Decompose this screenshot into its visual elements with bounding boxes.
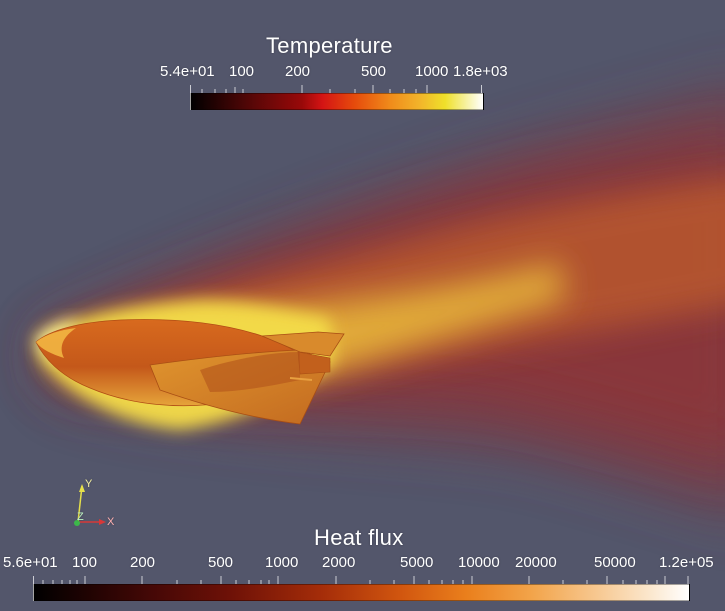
temperature-tick-label: 1.8e+03 <box>453 63 508 80</box>
temperature-tick-label: 500 <box>361 63 387 80</box>
temperature-tick-label: 1000 <box>415 63 449 80</box>
heat-flux-tick-label: 5000 <box>400 554 434 571</box>
heat-flux-tick-label: 100 <box>72 554 98 571</box>
heat-flux-color-gradient <box>33 584 690 601</box>
temperature-color-gradient <box>190 93 484 110</box>
orientation-axes <box>74 484 106 526</box>
temperature-tick-label: 100 <box>229 63 255 80</box>
heat-flux-tick-label: 5.6e+01 <box>3 554 58 571</box>
heat-flux-tick-marks <box>33 576 689 584</box>
heat-flux-tick-label: 20000 <box>515 554 557 571</box>
heat-flux-tick-label: 10000 <box>458 554 500 571</box>
heat-flux-tick-label: 1.2e+05 <box>659 554 714 571</box>
heat-flux-tick-label: 200 <box>130 554 156 571</box>
temperature-tick-label: 5.4e+01 <box>160 63 215 80</box>
heat-flux-tick-label: 1000 <box>265 554 299 571</box>
heat-flux-tick-label: 500 <box>208 554 234 571</box>
heat-flux-tick-label: 50000 <box>594 554 636 571</box>
reentry-vehicle <box>35 319 345 425</box>
z-axis-label: Z <box>77 511 84 523</box>
temperature-tick-marks <box>190 85 482 93</box>
x-axis-label: X <box>107 516 115 528</box>
temperature-bar-title: Temperature <box>266 33 393 58</box>
temperature-tick-label: 200 <box>285 63 311 80</box>
heat-flux-tick-label: 2000 <box>322 554 356 571</box>
heat-flux-bar-title: Heat flux <box>314 525 404 550</box>
wake-plume <box>34 91 725 510</box>
y-axis-label: Y <box>85 478 93 490</box>
